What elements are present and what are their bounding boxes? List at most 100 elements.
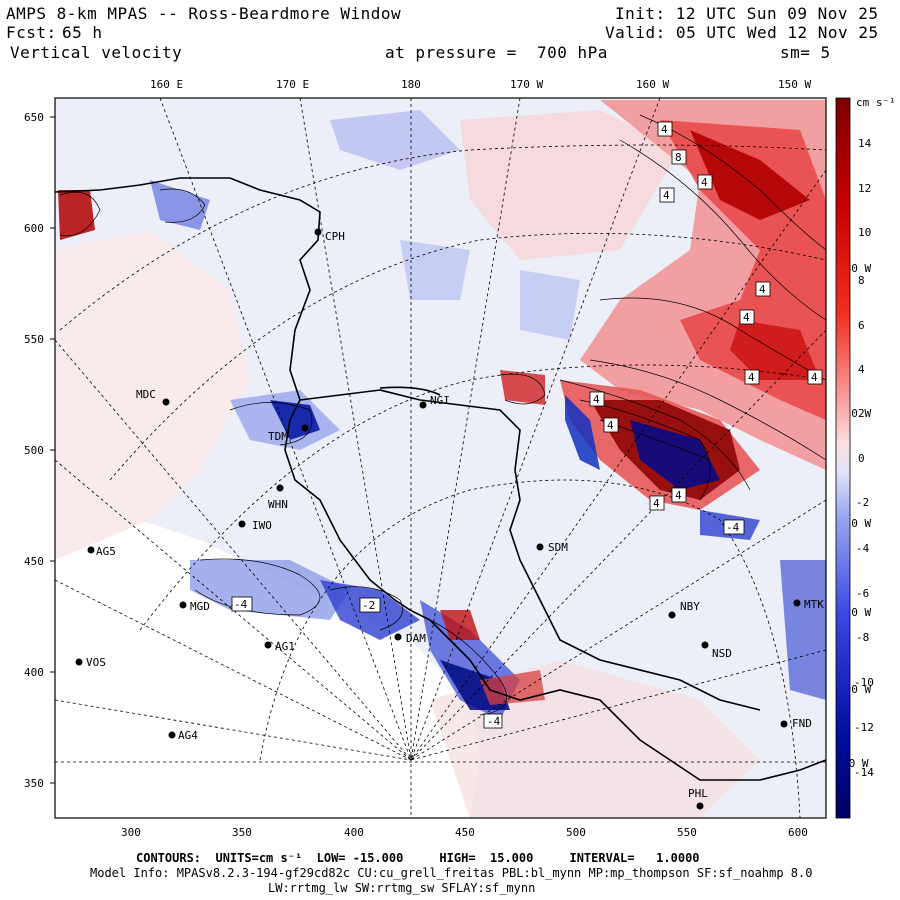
station-label: NSD xyxy=(712,647,732,660)
contour-box: 4 xyxy=(607,419,614,432)
contour-box: 4 xyxy=(743,311,750,324)
top-lon-label-4: 170 W xyxy=(510,78,543,91)
station-label: VOS xyxy=(86,656,106,669)
station-marker xyxy=(793,599,801,607)
x-tick: 400 xyxy=(344,826,364,839)
station-label: FND xyxy=(792,717,812,730)
station-label: WHN xyxy=(268,498,288,511)
x-tick: 450 xyxy=(455,826,475,839)
contour-box: -4 xyxy=(487,715,501,728)
y-tick: 600 xyxy=(24,222,44,235)
station-label: DAM xyxy=(406,632,426,645)
colorbar-tick: -2 xyxy=(856,496,869,509)
station-label: CPH xyxy=(325,230,345,243)
station-marker xyxy=(419,401,427,409)
station-marker xyxy=(179,601,187,609)
y-tick: 650 xyxy=(24,111,44,124)
station-label: SDM xyxy=(548,541,568,554)
colorbar-tick: -4 xyxy=(856,542,870,555)
y-tick: 350 xyxy=(24,777,44,790)
bottom-axis: 300 350 400 450 500 550 600 xyxy=(121,826,808,839)
station-label: NBY xyxy=(680,600,700,613)
station-label: AG4 xyxy=(178,729,198,742)
x-tick: 350 xyxy=(232,826,252,839)
station-marker xyxy=(276,484,284,492)
contour-box: 4 xyxy=(653,497,660,510)
y-tick: 450 xyxy=(24,555,44,568)
map-title: AMPS 8-km MPAS -- Ross-Beardmore Window xyxy=(6,4,402,23)
contour-box: 4 xyxy=(661,123,668,136)
model-info: Model Info: MPASv8.2.3-194-gf29cd82c CU:… xyxy=(90,866,813,880)
station-label: MTK xyxy=(804,598,824,611)
contours xyxy=(59,114,826,716)
contour-labels: 4 8 4 4 4 4 4 4 4 4 4 4 -4 -4 -4 -2 xyxy=(231,121,823,729)
station-marker xyxy=(301,424,309,432)
colorbar-tick: 12 xyxy=(858,182,871,195)
x-tick: 500 xyxy=(566,826,586,839)
station-label: IWO xyxy=(252,519,272,532)
x-tick: 600 xyxy=(788,826,808,839)
init-time: Init: 12 UTC Sun 09 Nov 25 xyxy=(615,4,879,23)
station-marker xyxy=(264,641,272,649)
station-marker xyxy=(314,228,322,236)
x-tick: 550 xyxy=(677,826,697,839)
station-marker xyxy=(162,398,170,406)
contour-box: -4 xyxy=(234,598,248,611)
plot-frame xyxy=(54,97,827,819)
colorbar-tick: -12 xyxy=(854,721,874,734)
top-lon-label-2: 170 E xyxy=(276,78,309,91)
colorbar-tick: -14 xyxy=(854,766,874,779)
station-marker xyxy=(696,802,704,810)
station-label: MGD xyxy=(190,600,210,613)
colorbar: cm s⁻¹ 14 12 10 8 6 4 2 0 -2 -4 -6 -8 -1… xyxy=(835,96,896,819)
station-marker xyxy=(701,641,709,649)
y-tick: 400 xyxy=(24,666,44,679)
colorbar-scale xyxy=(835,97,851,819)
fcst-label: Fcst: xyxy=(6,23,57,42)
top-lon-label-1: 160 E xyxy=(150,78,183,91)
station-marker xyxy=(87,546,95,554)
contour-box: 8 xyxy=(675,151,682,164)
station-marker xyxy=(780,720,788,728)
station-marker xyxy=(168,731,176,739)
colorbar-tick: 2 xyxy=(858,407,865,420)
station-marker xyxy=(536,543,544,551)
contour-box: -4 xyxy=(726,521,740,534)
contour-box: 4 xyxy=(759,283,766,296)
station-marker xyxy=(238,520,246,528)
colorbar-tick: -10 xyxy=(854,676,874,689)
field-name: Vertical velocity xyxy=(10,43,183,62)
station-marker xyxy=(668,611,676,619)
colorbar-tick: -6 xyxy=(856,587,869,600)
station-marker xyxy=(75,658,83,666)
top-lon-label-6: 150 W xyxy=(778,78,811,91)
shaded-field xyxy=(55,100,826,818)
y-tick: 550 xyxy=(24,333,44,346)
station-label: AG1 xyxy=(275,640,295,653)
smoothing: sm= 5 xyxy=(780,43,831,62)
station-label: PHL xyxy=(688,787,708,800)
colorbar-tick: 10 xyxy=(858,226,871,239)
graticule xyxy=(55,98,826,818)
fcst-value: 65 h xyxy=(62,23,103,42)
station-label: TDM xyxy=(268,430,288,443)
colorbar-units: cm s⁻¹ xyxy=(856,96,896,109)
valid-time: Valid: 05 UTC Wed 12 Nov 25 xyxy=(605,23,879,42)
colorbar-tick: 6 xyxy=(858,319,865,332)
contour-box: -2 xyxy=(362,599,375,612)
station-label: MDC xyxy=(136,388,156,401)
top-lon-label-5: 160 W xyxy=(636,78,669,91)
station-label: NGI xyxy=(430,394,450,407)
contour-box: 4 xyxy=(593,393,600,406)
y-tick: 500 xyxy=(24,444,44,457)
colorbar-tick: 8 xyxy=(858,274,865,287)
top-lon-label-3: 180 xyxy=(401,78,421,91)
contour-box: 4 xyxy=(811,371,818,384)
contour-box: 4 xyxy=(675,489,682,502)
left-axis: 650 600 550 500 450 400 350 xyxy=(24,111,55,790)
x-tick: 300 xyxy=(121,826,141,839)
model-info-2: LW:rrtmg_lw SW:rrtmg_sw SFLAY:sf_mynn xyxy=(268,881,536,895)
contour-box: 4 xyxy=(701,176,708,189)
station-marker xyxy=(394,633,402,641)
